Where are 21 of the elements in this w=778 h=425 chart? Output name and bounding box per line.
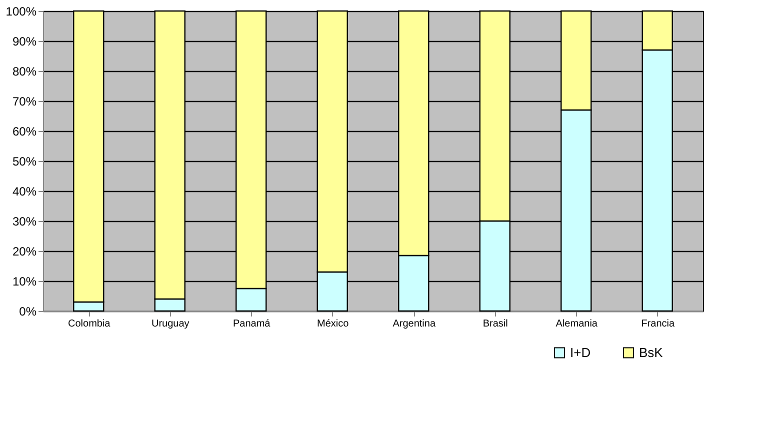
y-tick-label: 60% xyxy=(12,124,37,138)
y-tick-label: 20% xyxy=(12,244,37,258)
x-tick-label: Brasil xyxy=(482,318,508,330)
y-tick-label: 50% xyxy=(12,154,37,168)
legend-label: BsK xyxy=(639,344,664,360)
legend-label: I+D xyxy=(570,344,591,360)
x-tick-label: Francia xyxy=(641,318,675,330)
x-tick-label: Uruguay xyxy=(151,318,190,330)
y-tick-label: 0% xyxy=(19,304,37,318)
y-tick-label: 10% xyxy=(12,274,37,288)
y-tick-label: 70% xyxy=(12,94,37,108)
y-tick-label: 30% xyxy=(12,214,37,228)
y-tick-label: 90% xyxy=(12,34,37,48)
y-tick-label: 100% xyxy=(6,4,37,18)
y-tick-label: 40% xyxy=(12,184,37,198)
x-tick-label: México xyxy=(317,318,350,330)
x-tick-label: Panamá xyxy=(233,318,271,330)
x-tick-label: Alemania xyxy=(556,318,598,330)
y-tick-label: 80% xyxy=(12,64,37,78)
x-tick-label: Colombia xyxy=(68,318,111,330)
x-tick-label: Argentina xyxy=(392,318,436,330)
